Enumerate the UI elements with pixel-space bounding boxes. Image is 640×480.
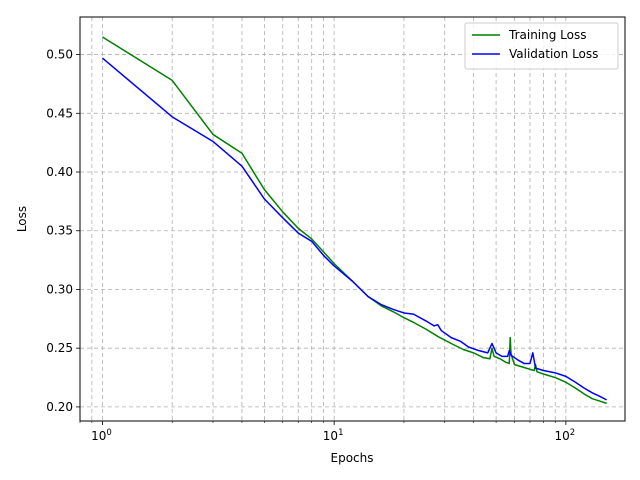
y-tick-label: 0.45 xyxy=(46,106,73,120)
legend: Training Loss Validation Loss xyxy=(464,22,619,70)
y-tick-label: 0.20 xyxy=(46,400,73,414)
x-axis-ticks: 100 101 102 xyxy=(79,421,576,443)
y-tick-label: 0.40 xyxy=(46,165,73,179)
series-layer xyxy=(101,36,607,405)
y-tick-label: 0.50 xyxy=(46,48,73,62)
y-tick-label: 0.35 xyxy=(46,224,73,238)
legend-label-training: Training Loss xyxy=(508,28,586,42)
y-tick-label: 0.25 xyxy=(46,341,73,355)
y-axis-ticks: 0.20 0.25 0.30 0.35 0.40 0.45 0.50 xyxy=(46,48,80,414)
x-tick-label: 102 xyxy=(555,428,576,443)
x-tick-label: 101 xyxy=(323,428,344,443)
legend-box xyxy=(464,22,619,70)
major-grid xyxy=(80,17,625,421)
plot-area xyxy=(80,17,625,421)
y-axis-label: Loss xyxy=(15,206,29,232)
y-tick-label: 0.30 xyxy=(46,282,73,296)
series-line-training xyxy=(102,36,607,405)
x-axis-label: Epochs xyxy=(331,451,374,465)
x-tick-label: 100 xyxy=(91,428,112,443)
series-line-validation xyxy=(101,57,607,401)
legend-label-validation: Validation Loss xyxy=(509,47,598,61)
plot-frame xyxy=(79,16,626,422)
